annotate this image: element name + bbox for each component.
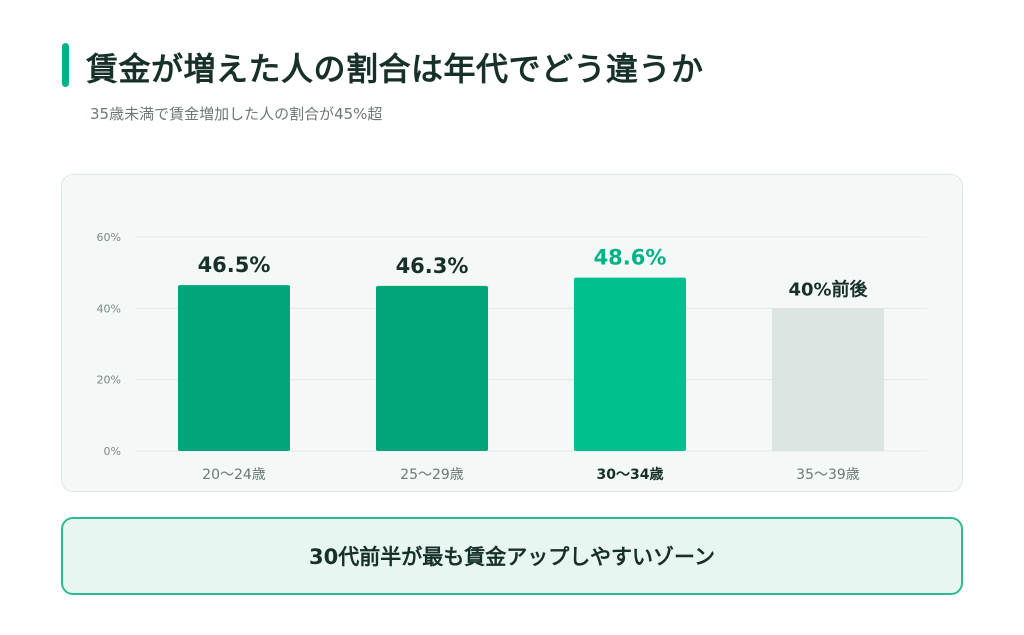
summary-callout-text: 30代前半が最も賃金アップしやすいゾーン bbox=[309, 545, 715, 569]
bar bbox=[376, 285, 488, 451]
bar bbox=[772, 308, 884, 451]
x-category-label: 20〜24歳 bbox=[202, 467, 266, 483]
bar-value-label: 46.5% bbox=[198, 253, 271, 277]
chart-panel: 0% 20% 40% 60% 46.5% 20〜24歳 46.3% 25〜29歳 48.6% 30… bbox=[61, 174, 963, 492]
bar-chart: 0% 20% 40% 60% 46.5% 20〜24歳 46.3% 25〜29歳 48.6% 30… bbox=[97, 231, 927, 483]
summary-callout: 30代前半が最も賃金アップしやすいゾーン bbox=[61, 517, 963, 595]
bar bbox=[574, 277, 686, 451]
y-tick-label: 40% bbox=[97, 302, 121, 315]
bar bbox=[178, 285, 290, 451]
title-accent-bar bbox=[62, 43, 69, 87]
x-category-label: 25〜29歳 bbox=[400, 467, 464, 483]
page-title: 賃金が増えた人の割合は年代でどう違うか bbox=[86, 50, 704, 88]
y-tick-label: 0% bbox=[104, 445, 121, 458]
x-category-label: 30〜34歳 bbox=[597, 466, 664, 483]
y-tick-label: 60% bbox=[97, 231, 121, 244]
bar-value-label: 46.3% bbox=[396, 254, 469, 278]
bar-value-label: 40%前後 bbox=[788, 278, 868, 300]
x-category-label: 35〜39歳 bbox=[796, 467, 860, 483]
y-tick-label: 20% bbox=[97, 374, 121, 387]
page-subtitle: 35歳未満で賃金増加した人の割合が45%超 bbox=[90, 105, 383, 123]
bar-value-label: 48.6% bbox=[594, 246, 667, 270]
